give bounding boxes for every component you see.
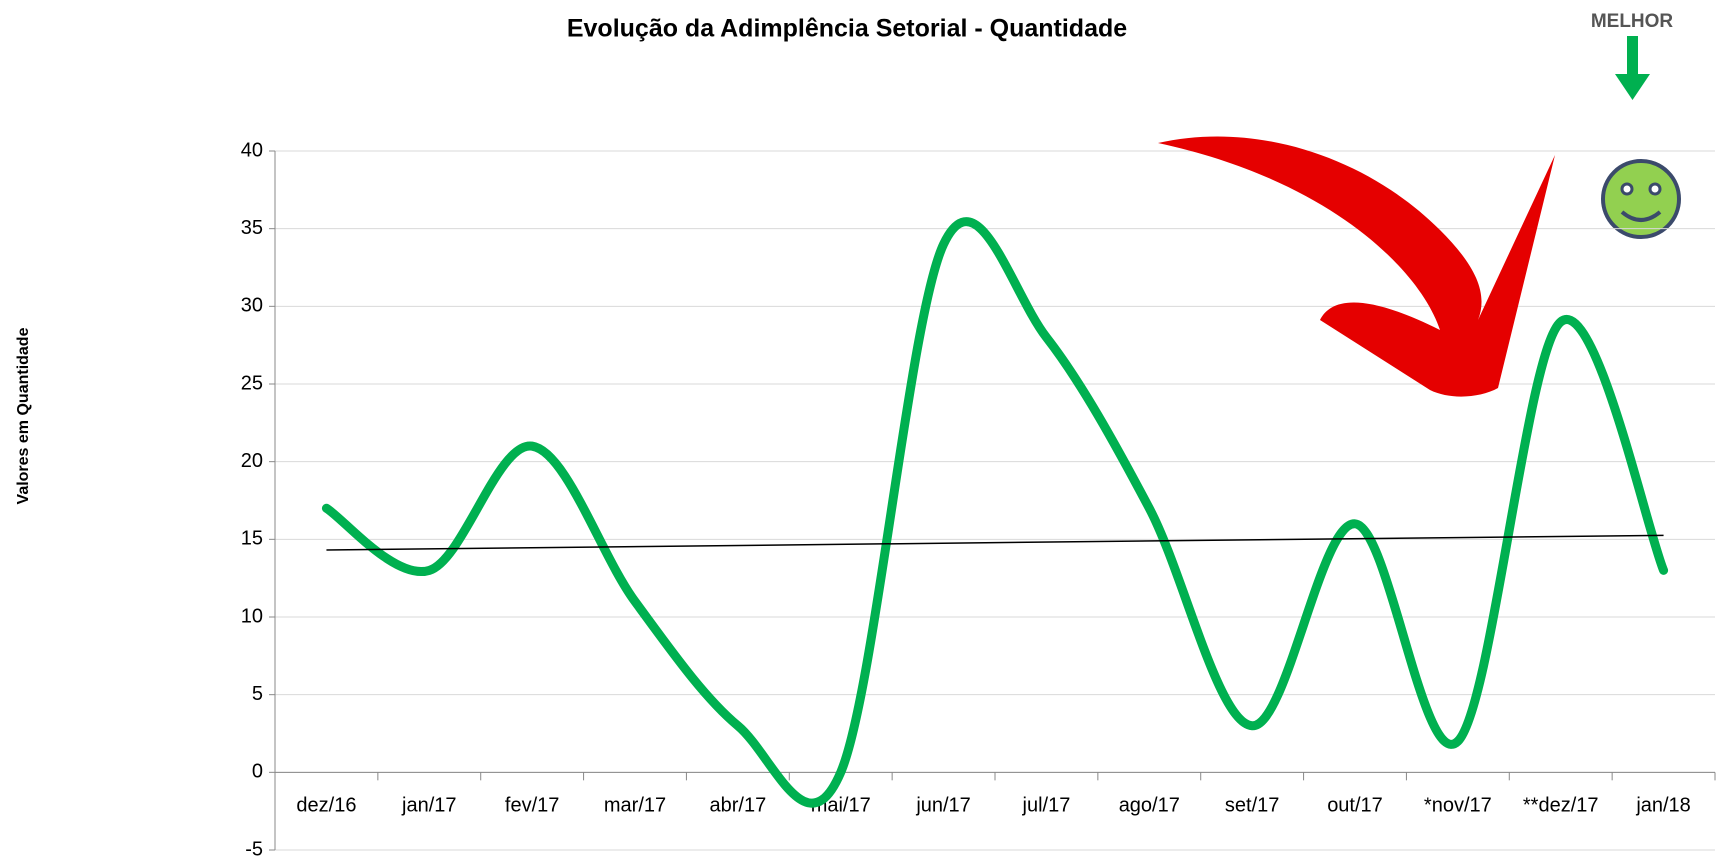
y-tick-label: 30 [241, 295, 263, 317]
y-tick-label: 5 [252, 683, 263, 705]
annotation: MELHOR [1591, 11, 1674, 32]
y-tick-label: 10 [241, 605, 263, 627]
y-tick-label: -5 [245, 838, 263, 860]
x-tick-label: out/17 [1327, 795, 1383, 817]
x-tick-label: jan/18 [1635, 795, 1691, 817]
x-tick-label: jun/17 [915, 795, 971, 817]
x-tick-label: fev/17 [505, 795, 559, 817]
x-tick-label: jul/17 [1022, 795, 1071, 817]
x-tick-label: **dez/17 [1523, 795, 1599, 817]
x-tick-label: *nov/17 [1424, 795, 1492, 817]
red-arrow [1158, 136, 1555, 396]
trendline [326, 535, 1663, 550]
y-tick-label: 0 [252, 761, 263, 783]
y-tick-label: 35 [241, 217, 263, 239]
y-tick-label: 40 [241, 139, 263, 161]
y-axis-label: Valores em Quantidade [15, 327, 32, 504]
x-tick-label: set/17 [1225, 795, 1279, 817]
green-arrow [1615, 36, 1650, 100]
page: Evolução da Adimplência Setorial - Quant… [0, 0, 1727, 865]
x-tick-label: jan/17 [401, 795, 457, 817]
x-tick-label: mar/17 [604, 795, 666, 817]
y-tick-label: 20 [241, 450, 263, 472]
x-tick-label: dez/16 [296, 795, 356, 817]
y-tick-label: 15 [241, 528, 263, 550]
chart: Evolução da Adimplência Setorial - Quant… [0, 0, 1727, 865]
y-tick-label: 25 [241, 372, 263, 394]
smiley [1603, 161, 1679, 237]
chart-title: Evolução da Adimplência Setorial - Quant… [567, 15, 1127, 43]
x-tick-label: abr/17 [709, 795, 766, 817]
x-tick-label: ago/17 [1119, 795, 1180, 817]
